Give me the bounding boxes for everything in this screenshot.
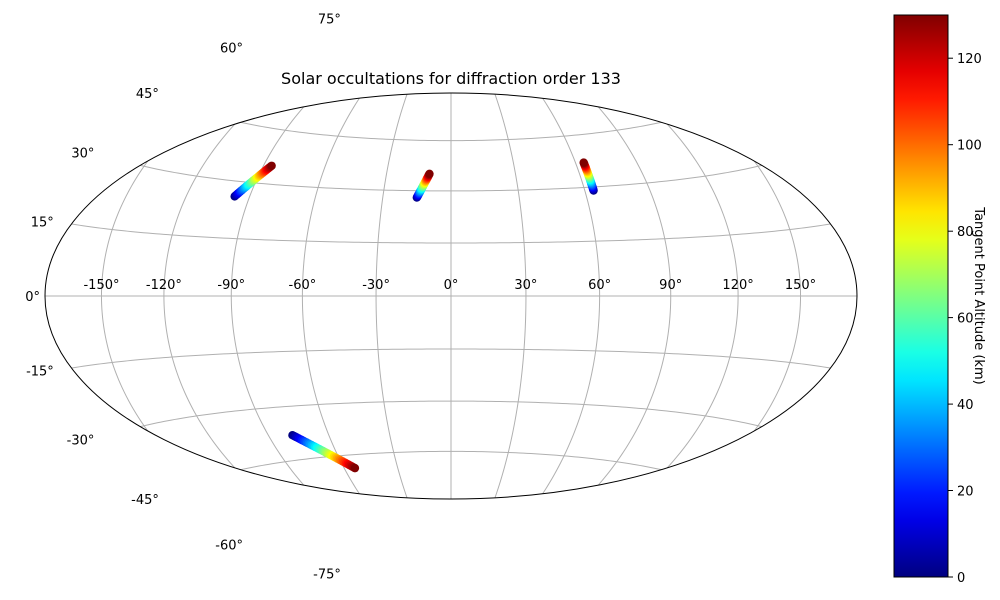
lat-tick-label: -15°: [26, 364, 54, 379]
data-point: [579, 158, 588, 167]
lon-tick-label: -30°: [362, 278, 390, 293]
colorbar-ticks: 0 20 40 60 80 100 120: [948, 52, 982, 586]
lat-tick-label: 30°: [71, 147, 94, 162]
colorbar-tick-label: 60: [957, 312, 974, 327]
parallel-gridline: [58, 348, 844, 371]
lat-tick-label: 45°: [136, 87, 159, 102]
lon-tick-label: 120°: [722, 278, 753, 293]
lat-tick-label: -60°: [215, 539, 243, 554]
parallel-gridline: [99, 400, 803, 441]
colorbar-gradient: [893, 14, 949, 578]
lon-tick-label: 60°: [588, 278, 611, 293]
lon-tick-label: -60°: [289, 278, 317, 293]
data-point: [267, 161, 276, 170]
data-layer: [230, 158, 598, 473]
colorbar-label: Tangent Point Altitude (km): [971, 206, 986, 384]
lon-tick-label: -120°: [146, 278, 182, 293]
data-point: [350, 463, 360, 473]
lon-tick-label: -150°: [83, 278, 119, 293]
lat-tick-label: -30°: [67, 434, 95, 449]
lat-tick-label: 75°: [318, 13, 341, 28]
map-outline-layer: [44, 92, 858, 500]
lon-tick-label: 90°: [659, 278, 682, 293]
colorbar-tick-label: 100: [957, 139, 982, 154]
parallel-gridline: [58, 221, 844, 244]
colorbar-tick-label: 20: [957, 485, 974, 500]
chart-title: Solar occultations for diffraction order…: [281, 69, 621, 88]
lon-tick-label: -90°: [217, 278, 245, 293]
colorbar-tick-label: 40: [957, 398, 974, 413]
lon-tick-label: 0°: [444, 278, 459, 293]
colorbar-tick-label: 120: [957, 52, 982, 67]
parallel-gridline: [99, 151, 803, 192]
parallel-gridline: [346, 19, 556, 49]
lon-tick-label: 30°: [514, 278, 537, 293]
colorbar-tick-label: 0: [957, 571, 965, 586]
lat-label-layer: 75° 60° 45° 30° 15° 0° -15° -30° -45° -60° -75°: [25, 13, 341, 583]
parallel-gridline: [247, 498, 655, 499]
parallel-gridline: [346, 543, 556, 573]
data-point: [425, 169, 434, 179]
lon-label-layer: -150° -120° -90° -60° -30° 0° 30° 60° 90° 120° 150…: [83, 278, 816, 293]
map-outline: [44, 92, 858, 500]
lon-tick-label: 150°: [785, 278, 816, 293]
grid-layer: [45, 19, 857, 573]
colorbar: 0 20 40 60 80 100 120 Tangent Point Altitude (…: [893, 14, 986, 586]
lat-tick-label: -75°: [313, 567, 341, 582]
lat-tick-label: 60°: [220, 41, 243, 56]
lat-tick-label: 15°: [31, 216, 54, 231]
lat-tick-label: 0°: [25, 290, 40, 305]
colorbar-tick-label: 80: [957, 225, 974, 240]
lat-tick-label: -45°: [131, 493, 159, 508]
